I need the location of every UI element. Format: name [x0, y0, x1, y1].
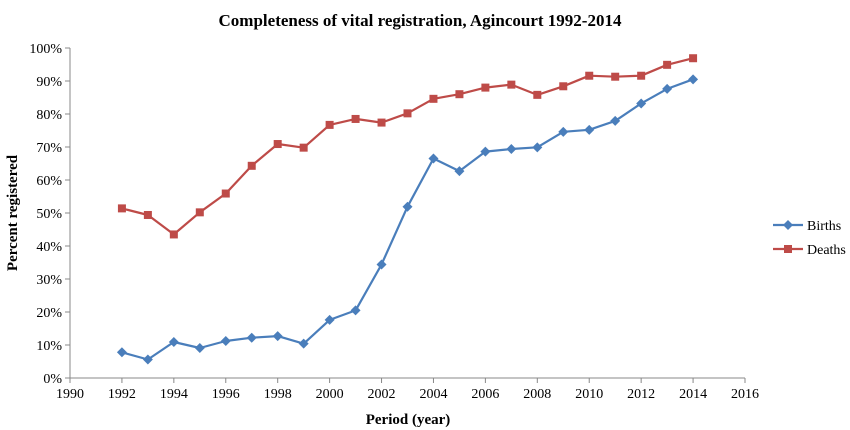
- x-tick-label: 1998: [264, 387, 292, 402]
- births-point: [454, 166, 465, 177]
- births-point: [480, 146, 491, 157]
- deaths-point: [689, 54, 698, 63]
- deaths-point: [169, 230, 178, 239]
- x-tick-label: 2006: [471, 387, 499, 402]
- y-tick-label: 0%: [43, 372, 62, 387]
- legend-births-label: Births: [807, 219, 841, 234]
- y-tick-label: 20%: [36, 306, 62, 321]
- births-point: [220, 336, 231, 347]
- births-point: [558, 126, 569, 137]
- deaths-point: [195, 208, 204, 217]
- deaths-point: [143, 210, 152, 219]
- births-point: [584, 124, 595, 135]
- births-point: [194, 342, 205, 353]
- births-point: [662, 83, 673, 94]
- births-point: [168, 337, 179, 348]
- x-tick-label: 1996: [212, 387, 240, 402]
- deaths-point: [455, 90, 464, 99]
- births-point: [376, 259, 387, 270]
- x-tick-label: 2012: [627, 387, 655, 402]
- x-tick-label: 2008: [523, 387, 551, 402]
- deaths-point: [559, 82, 568, 91]
- x-tick-label: 2000: [316, 387, 344, 402]
- x-axis-title: Period (year): [366, 412, 451, 428]
- x-tick-label: 1992: [108, 387, 136, 402]
- y-axis-title: Percent registered: [5, 154, 21, 271]
- births-point: [298, 338, 309, 349]
- x-tick-label: 1990: [56, 387, 84, 402]
- deaths-point: [585, 71, 594, 80]
- y-tick-label: 100%: [29, 42, 62, 57]
- y-tick-label: 60%: [36, 174, 62, 189]
- deaths-point: [403, 109, 412, 118]
- x-tick-label: 1994: [160, 387, 188, 402]
- y-tick-label: 80%: [36, 108, 62, 123]
- births-point: [142, 354, 153, 365]
- deaths-point: [299, 143, 308, 152]
- births-line: [121, 78, 694, 361]
- births-point: [324, 314, 335, 325]
- x-tick-label: 2010: [575, 387, 603, 402]
- deaths-point: [429, 94, 438, 103]
- births-point: [402, 201, 413, 212]
- deaths-point: [117, 204, 126, 213]
- x-tick-label: 2004: [419, 387, 447, 402]
- births-point: [688, 74, 699, 85]
- y-tick-label: 90%: [36, 75, 62, 90]
- chart-title: Completeness of vital registration, Agin…: [219, 11, 622, 30]
- deaths-point: [663, 60, 672, 69]
- deaths-point: [611, 72, 620, 81]
- births-point: [636, 98, 647, 109]
- births-point: [610, 115, 621, 126]
- legend-deaths-marker: [784, 245, 792, 253]
- deaths-point: [247, 161, 256, 170]
- legend-births-marker: [783, 220, 793, 230]
- legend: Births Deaths: [773, 219, 846, 258]
- deaths-point: [637, 71, 646, 80]
- births-point: [532, 142, 543, 153]
- deaths-point: [273, 140, 282, 149]
- deaths-point: [351, 114, 360, 123]
- deaths-point: [481, 83, 490, 92]
- legend-deaths-label: Deaths: [807, 243, 846, 258]
- births-point: [428, 153, 439, 164]
- births-point: [350, 305, 361, 316]
- births-point: [246, 332, 257, 343]
- deaths-point: [221, 189, 230, 198]
- deaths-point: [325, 120, 334, 129]
- y-tick-label: 50%: [36, 207, 62, 222]
- deaths-point: [533, 90, 542, 99]
- y-tick-label: 10%: [36, 339, 62, 354]
- births-point: [506, 143, 517, 154]
- births-point: [272, 331, 283, 342]
- x-tick-label: 2014: [679, 387, 707, 402]
- axes: 0% 10% 20% 30% 40% 50% 60% 70% 80% 90% 100% 1990 199…: [29, 42, 759, 402]
- x-tick-label: 2002: [368, 387, 396, 402]
- deaths-point: [507, 80, 516, 89]
- y-tick-label: 40%: [36, 240, 62, 255]
- deaths-point: [377, 118, 386, 127]
- series-layer: [116, 54, 699, 365]
- x-tick-label: 2016: [731, 387, 759, 402]
- y-tick-label: 70%: [36, 141, 62, 156]
- births-point: [116, 347, 127, 358]
- y-tick-label: 30%: [36, 273, 62, 288]
